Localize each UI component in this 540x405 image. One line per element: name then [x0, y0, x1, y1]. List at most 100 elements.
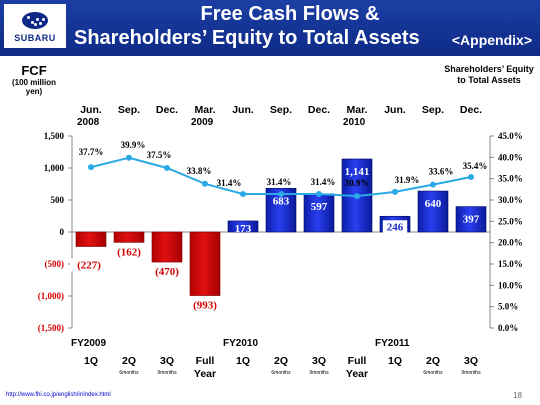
- equity-ratio-point: [392, 188, 398, 195]
- equity-ratio-point: [468, 173, 474, 180]
- quarter-label: 1Q: [388, 355, 402, 367]
- page-number: 18: [513, 391, 522, 400]
- fcf-value-label: (227): [77, 260, 101, 272]
- right-tick-label: 10.0%: [498, 280, 523, 290]
- fcf-bar: [227, 220, 259, 233]
- left-tick-label: (500): [45, 259, 65, 269]
- left-tick-label: (1,500): [38, 323, 64, 333]
- equity-ratio-label: 35.4%: [463, 161, 488, 171]
- fcf-value-label: 640: [425, 198, 442, 210]
- fcf-bar: [75, 231, 107, 247]
- subaru-logo: SUBARU: [4, 4, 66, 48]
- fcf-bar: [303, 193, 335, 233]
- fcf-value-label: 683: [273, 195, 290, 207]
- date-month-label: Mar.: [346, 104, 367, 116]
- date-month-label: Dec.: [308, 104, 330, 116]
- quarter-label-full: Full: [348, 355, 367, 367]
- header-banner: SUBARU Free Cash Flows & Shareholders’ E…: [0, 0, 540, 56]
- equity-ratio-label: 33.6%: [429, 167, 454, 177]
- quarter-label: 3Q: [312, 355, 326, 367]
- date-month-label: Jun.: [80, 104, 102, 116]
- bar-label-bg: [382, 220, 408, 234]
- date-year-label: 2009: [191, 117, 214, 128]
- left-tick-label: 500: [51, 195, 65, 205]
- right-tick-label: 45.0%: [498, 131, 523, 141]
- bar-label-bg: [110, 245, 148, 259]
- quarter-label: 3Q: [464, 355, 478, 367]
- quarter-sub-label: 9months: [461, 370, 481, 376]
- left-tick-label: 0: [60, 227, 65, 237]
- right-tick-label: 15.0%: [498, 259, 523, 269]
- quarter-sub-label: 6months: [271, 370, 291, 376]
- equity-ratio-label: 33.8%: [187, 166, 212, 176]
- page-title-line1: Free Cash Flows &: [200, 3, 380, 25]
- quarter-label-year: Year: [194, 368, 216, 380]
- date-month-label: Jun.: [384, 104, 406, 116]
- equity-ratio-point: [202, 180, 208, 187]
- left-tick-label: (1,000): [38, 291, 64, 301]
- date-year-label: 2008: [77, 117, 100, 128]
- equity-ratio-point: [88, 164, 94, 171]
- pleiades-emblem-icon: [22, 12, 48, 29]
- quarter-label: 2Q: [122, 355, 136, 367]
- logo-text: SUBARU: [14, 33, 56, 43]
- fcf-value-label: 397: [463, 214, 480, 226]
- right-tick-label: 35.0%: [498, 174, 523, 184]
- left-tick-label: 1,500: [44, 131, 65, 141]
- equity-ratio-label: 31.4%: [311, 177, 336, 187]
- quarter-label: 2Q: [426, 355, 440, 367]
- footer-url-link[interactable]: http://www.fhi.co.jp/english/ir/index.ht…: [6, 392, 111, 398]
- right-tick-label: 20.0%: [498, 238, 523, 248]
- right-tick-label: 5.0%: [498, 302, 518, 312]
- date-month-label: Sep.: [118, 104, 140, 116]
- quarter-sub-label: 9months: [309, 370, 329, 376]
- fcf-bar: [417, 190, 449, 233]
- fcf-value-label: 597: [311, 201, 328, 213]
- equity-ratio-point: [240, 191, 246, 198]
- bar-label-bg: [148, 265, 186, 279]
- equity-ratio-point: [278, 191, 284, 198]
- quarter-label: 1Q: [84, 355, 98, 367]
- fiscal-year-label: FY2010: [223, 338, 258, 349]
- quarter-sub-label: 6months: [119, 370, 139, 376]
- fcf-bar: [455, 206, 487, 233]
- page-title-line2: Shareholders’ Equity to Total Assets: [74, 27, 420, 49]
- right-tick-label: 30.0%: [498, 195, 523, 205]
- right-tick-label: 40.0%: [498, 152, 523, 162]
- date-year-label: 2010: [343, 117, 366, 128]
- fcf-bar: [113, 231, 145, 243]
- quarter-sub-label: 6months: [423, 370, 443, 376]
- quarter-label: 1Q: [236, 355, 250, 367]
- equity-ratio-label: 31.4%: [217, 178, 242, 188]
- fcf-unit: (100 million yen): [11, 78, 56, 96]
- fiscal-year-label: FY2009: [71, 338, 106, 349]
- fcf-value-label: (993): [193, 300, 217, 312]
- fcf-bar: [189, 231, 221, 296]
- fcf-value-label: (470): [155, 266, 179, 278]
- quarter-label: 2Q: [274, 355, 288, 367]
- equity-ratio-point: [430, 181, 436, 188]
- equity-ratio-label: 31.4%: [267, 177, 292, 187]
- quarter-sub-label: 9months: [157, 370, 177, 376]
- fcf-value-label: (162): [117, 246, 141, 258]
- equity-ratio-label: 37.7%: [79, 147, 104, 157]
- date-month-label: Sep.: [270, 104, 292, 116]
- fiscal-year-label: FY2011: [375, 338, 410, 349]
- left-tick-label: 1,000: [44, 163, 65, 173]
- quarter-label-year: Year: [346, 368, 368, 380]
- fcf-value-label: 1,141: [345, 166, 370, 178]
- quarter-label: 3Q: [160, 355, 174, 367]
- date-month-label: Dec.: [460, 104, 482, 116]
- bar-label-bg: [70, 258, 108, 272]
- equity-ratio-label: 39.9%: [121, 140, 146, 150]
- right-tick-label: 0.0%: [498, 323, 518, 333]
- equity-ratio-label: 30.9%: [345, 178, 370, 188]
- fcf-bar: [151, 231, 183, 263]
- right-tick-label: 25.0%: [498, 216, 523, 226]
- bar-label-bg: [186, 298, 224, 312]
- fcf-value-label: 173: [235, 223, 252, 235]
- date-month-label: Jun.: [232, 104, 254, 116]
- left-axis-title: FCF (100 million yen): [6, 63, 62, 96]
- equity-ratio-label: 37.5%: [147, 150, 172, 160]
